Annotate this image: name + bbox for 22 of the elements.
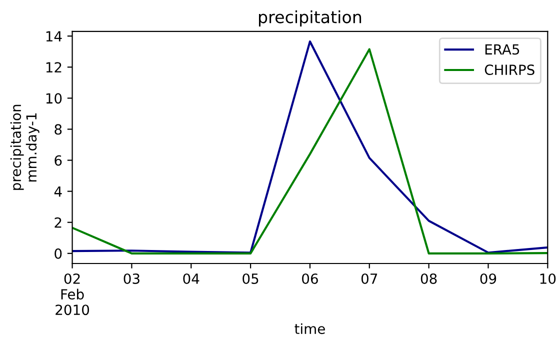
y-tick-label: 14 bbox=[46, 31, 62, 42]
y-tick-label: 12 bbox=[46, 62, 62, 72]
y-tick-label: 8 bbox=[54, 124, 62, 135]
legend-label: ERA5 bbox=[485, 44, 520, 55]
x-tick-label: 02 Feb 2010 bbox=[56, 273, 90, 316]
x-tick-label: 06 bbox=[302, 273, 318, 284]
y-tick-label: 6 bbox=[54, 155, 62, 166]
x-tick-label: 09 bbox=[480, 273, 496, 284]
x-tick-label: 03 bbox=[124, 273, 140, 284]
x-tick-label: 07 bbox=[361, 273, 378, 284]
y-axis-title: precipitation mm.day-1 bbox=[10, 104, 40, 190]
y-tick-label: 0 bbox=[54, 248, 62, 259]
x-tick-label: 10 bbox=[540, 273, 556, 284]
y-tick-label: 10 bbox=[46, 93, 62, 104]
x-tick-label: 05 bbox=[242, 273, 258, 284]
x-axis-title: time bbox=[294, 323, 325, 334]
y-tick-label: 4 bbox=[54, 186, 62, 197]
x-tick-label: 04 bbox=[183, 273, 200, 284]
x-tick-label: 08 bbox=[420, 273, 437, 284]
chart-title: precipitation bbox=[258, 10, 362, 27]
legend-label: CHIRPS bbox=[484, 64, 534, 76]
y-tick-label: 2 bbox=[54, 217, 62, 228]
